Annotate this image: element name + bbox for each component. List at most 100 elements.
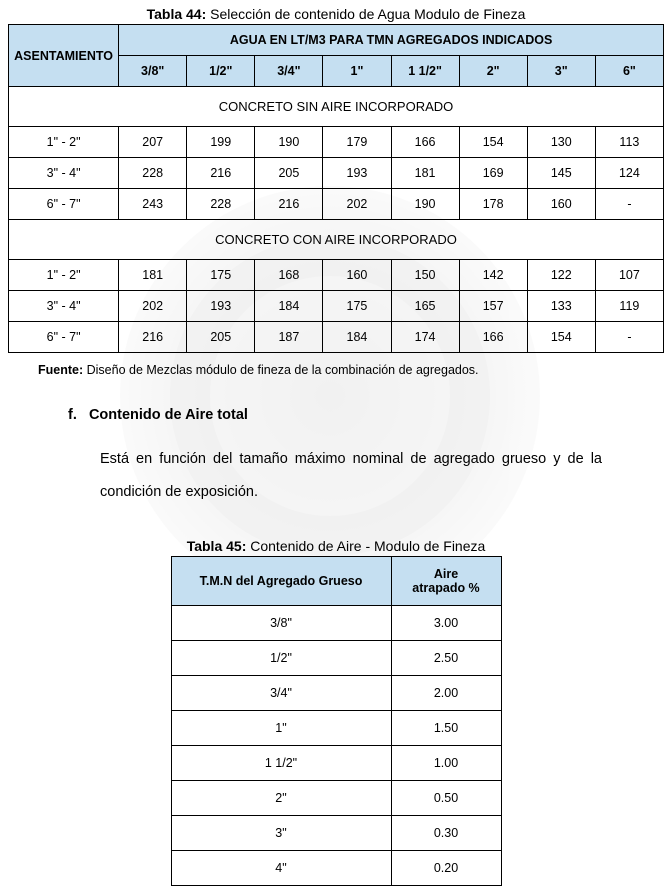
t44-cell: 181 bbox=[391, 158, 459, 189]
table45-caption-rest: Contenido de Aire - Modulo de Fineza bbox=[246, 538, 485, 554]
t44-cell: 174 bbox=[391, 322, 459, 353]
t44-cell: 154 bbox=[459, 127, 527, 158]
t45-size: 1" bbox=[171, 710, 391, 745]
t44-cell: 216 bbox=[119, 322, 187, 353]
table44-caption-rest: Selección de contenido de Agua Modulo de… bbox=[206, 6, 525, 22]
table44-caption: Tabla 44: Selección de contenido de Agua… bbox=[0, 6, 672, 22]
t44-cell: 193 bbox=[323, 158, 391, 189]
t44-size: 2" bbox=[459, 56, 527, 87]
t44-cell: 205 bbox=[187, 322, 255, 353]
table44-source: Fuente: Diseño de Mezclas módulo de fine… bbox=[38, 363, 672, 377]
table-row: 4"0.20 bbox=[171, 850, 501, 885]
t44-cell: 150 bbox=[391, 260, 459, 291]
t44-cell: 199 bbox=[187, 127, 255, 158]
section-f-paragraph: Está en función del tamaño máximo nomina… bbox=[100, 443, 602, 510]
t45-col2-l2: atrapado % bbox=[412, 581, 479, 595]
t44-cell: 166 bbox=[459, 322, 527, 353]
t44-cell: 184 bbox=[255, 291, 323, 322]
t45-col1: T.M.N del Agregado Grueso bbox=[171, 556, 391, 605]
t44-cell: 133 bbox=[527, 291, 595, 322]
t44-cell: 124 bbox=[595, 158, 663, 189]
t44-cell: 160 bbox=[323, 260, 391, 291]
t45-val: 3.00 bbox=[391, 605, 501, 640]
t45-val: 1.50 bbox=[391, 710, 501, 745]
t44-size: 1/2" bbox=[187, 56, 255, 87]
section-f-heading: f. Contenido de Aire total bbox=[68, 407, 672, 423]
t45-size: 1/2" bbox=[171, 640, 391, 675]
table-row: 1"1.50 bbox=[171, 710, 501, 745]
table-row: 1/2"2.50 bbox=[171, 640, 501, 675]
t44-label: 3" - 4" bbox=[9, 158, 119, 189]
table-row: 3" - 4" 202 193 184 175 165 157 133 119 bbox=[9, 291, 664, 322]
t44-label: 1" - 2" bbox=[9, 127, 119, 158]
t44-section2: CONCRETO CON AIRE INCORPORADO bbox=[9, 220, 664, 260]
t44-label: 3" - 4" bbox=[9, 291, 119, 322]
t44-cell: 122 bbox=[527, 260, 595, 291]
t44-size: 6" bbox=[595, 56, 663, 87]
table-row: 3"0.30 bbox=[171, 815, 501, 850]
t44-cell: 157 bbox=[459, 291, 527, 322]
table-row: 2"0.50 bbox=[171, 780, 501, 815]
fuente-bold: Fuente: bbox=[38, 363, 83, 377]
t44-section1: CONCRETO SIN AIRE INCORPORADO bbox=[9, 87, 664, 127]
t44-cell: 145 bbox=[527, 158, 595, 189]
fuente-rest: Diseño de Mezclas módulo de fineza de la… bbox=[83, 363, 478, 377]
table-row: 3" - 4" 228 216 205 193 181 169 145 124 bbox=[9, 158, 664, 189]
t45-val: 1.00 bbox=[391, 745, 501, 780]
t44-cell: - bbox=[595, 322, 663, 353]
t44-cell: 154 bbox=[527, 322, 595, 353]
t45-col2-l1: Aire bbox=[434, 567, 458, 581]
t44-cell: 202 bbox=[119, 291, 187, 322]
t45-size: 4" bbox=[171, 850, 391, 885]
t44-size: 3" bbox=[527, 56, 595, 87]
t45-size: 3/4" bbox=[171, 675, 391, 710]
t44-cell: 184 bbox=[323, 322, 391, 353]
section-f-letter: f. bbox=[68, 407, 77, 423]
t44-cell: 166 bbox=[391, 127, 459, 158]
t44-cell: 207 bbox=[119, 127, 187, 158]
t44-size: 1" bbox=[323, 56, 391, 87]
t45-size: 2" bbox=[171, 780, 391, 815]
t44-size: 1 1/2" bbox=[391, 56, 459, 87]
table-row: 6" - 7" 216 205 187 184 174 166 154 - bbox=[9, 322, 664, 353]
t44-cell: 113 bbox=[595, 127, 663, 158]
t44-label: 6" - 7" bbox=[9, 322, 119, 353]
table-row: 1 1/2"1.00 bbox=[171, 745, 501, 780]
t44-cell: 202 bbox=[323, 189, 391, 220]
t44-cell: 160 bbox=[527, 189, 595, 220]
t44-cell: - bbox=[595, 189, 663, 220]
table-row: 1" - 2" 207 199 190 179 166 154 130 113 bbox=[9, 127, 664, 158]
t44-label: 6" - 7" bbox=[9, 189, 119, 220]
t44-cell: 216 bbox=[187, 158, 255, 189]
table44-caption-bold: Tabla 44: bbox=[147, 6, 207, 22]
t44-cell: 228 bbox=[119, 158, 187, 189]
t44-cell: 187 bbox=[255, 322, 323, 353]
t44-label: 1" - 2" bbox=[9, 260, 119, 291]
t44-cell: 190 bbox=[391, 189, 459, 220]
table-row: 1" - 2" 181 175 168 160 150 142 122 107 bbox=[9, 260, 664, 291]
t44-cell: 130 bbox=[527, 127, 595, 158]
table-row: 3/4"2.00 bbox=[171, 675, 501, 710]
t44-cell: 169 bbox=[459, 158, 527, 189]
t44-cell: 228 bbox=[187, 189, 255, 220]
table-row: 3/8"3.00 bbox=[171, 605, 501, 640]
t45-val: 0.30 bbox=[391, 815, 501, 850]
t45-col2: Aire atrapado % bbox=[391, 556, 501, 605]
t44-h-asentamiento: ASENTAMIENTO bbox=[9, 25, 119, 87]
t45-size: 3/8" bbox=[171, 605, 391, 640]
t45-val: 0.50 bbox=[391, 780, 501, 815]
t45-val: 2.50 bbox=[391, 640, 501, 675]
t44-cell: 175 bbox=[323, 291, 391, 322]
t45-size: 3" bbox=[171, 815, 391, 850]
t44-cell: 243 bbox=[119, 189, 187, 220]
t44-cell: 165 bbox=[391, 291, 459, 322]
t44-cell: 119 bbox=[595, 291, 663, 322]
table44: ASENTAMIENTO AGUA EN LT/M3 PARA TMN AGRE… bbox=[8, 24, 664, 353]
t44-cell: 178 bbox=[459, 189, 527, 220]
t44-cell: 168 bbox=[255, 260, 323, 291]
table-row: 6" - 7" 243 228 216 202 190 178 160 - bbox=[9, 189, 664, 220]
t44-cell: 107 bbox=[595, 260, 663, 291]
t45-val: 0.20 bbox=[391, 850, 501, 885]
t44-size: 3/8" bbox=[119, 56, 187, 87]
t44-h-span: AGUA EN LT/M3 PARA TMN AGREGADOS INDICAD… bbox=[119, 25, 664, 56]
